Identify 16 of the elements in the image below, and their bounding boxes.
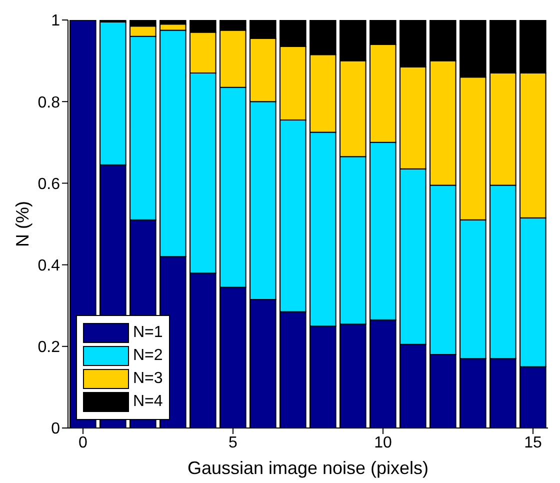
x-tick-label: 10 [374, 434, 392, 452]
y-tick-label: 0.4 [38, 257, 60, 274]
legend-label: N=3 [133, 370, 163, 388]
x-axis-title: Gaussian image noise (pixels) [187, 458, 429, 478]
y-tick-label: 0.8 [38, 94, 60, 112]
x-tick-label: 0 [78, 434, 88, 452]
x-tick-label: 5 [228, 434, 238, 452]
y-tick-label: 0.6 [38, 176, 60, 193]
y-axis-title: N (%) [12, 201, 32, 247]
y-tick-label: 0.2 [38, 339, 60, 356]
x-tick-label: 15 [524, 434, 542, 452]
y-tick-label: 1 [51, 12, 60, 30]
legend-label: N=4 [133, 393, 163, 411]
legend-label: N=1 [133, 324, 163, 342]
y-tick-label: 0 [51, 420, 60, 438]
legend-label: N=2 [133, 347, 163, 365]
